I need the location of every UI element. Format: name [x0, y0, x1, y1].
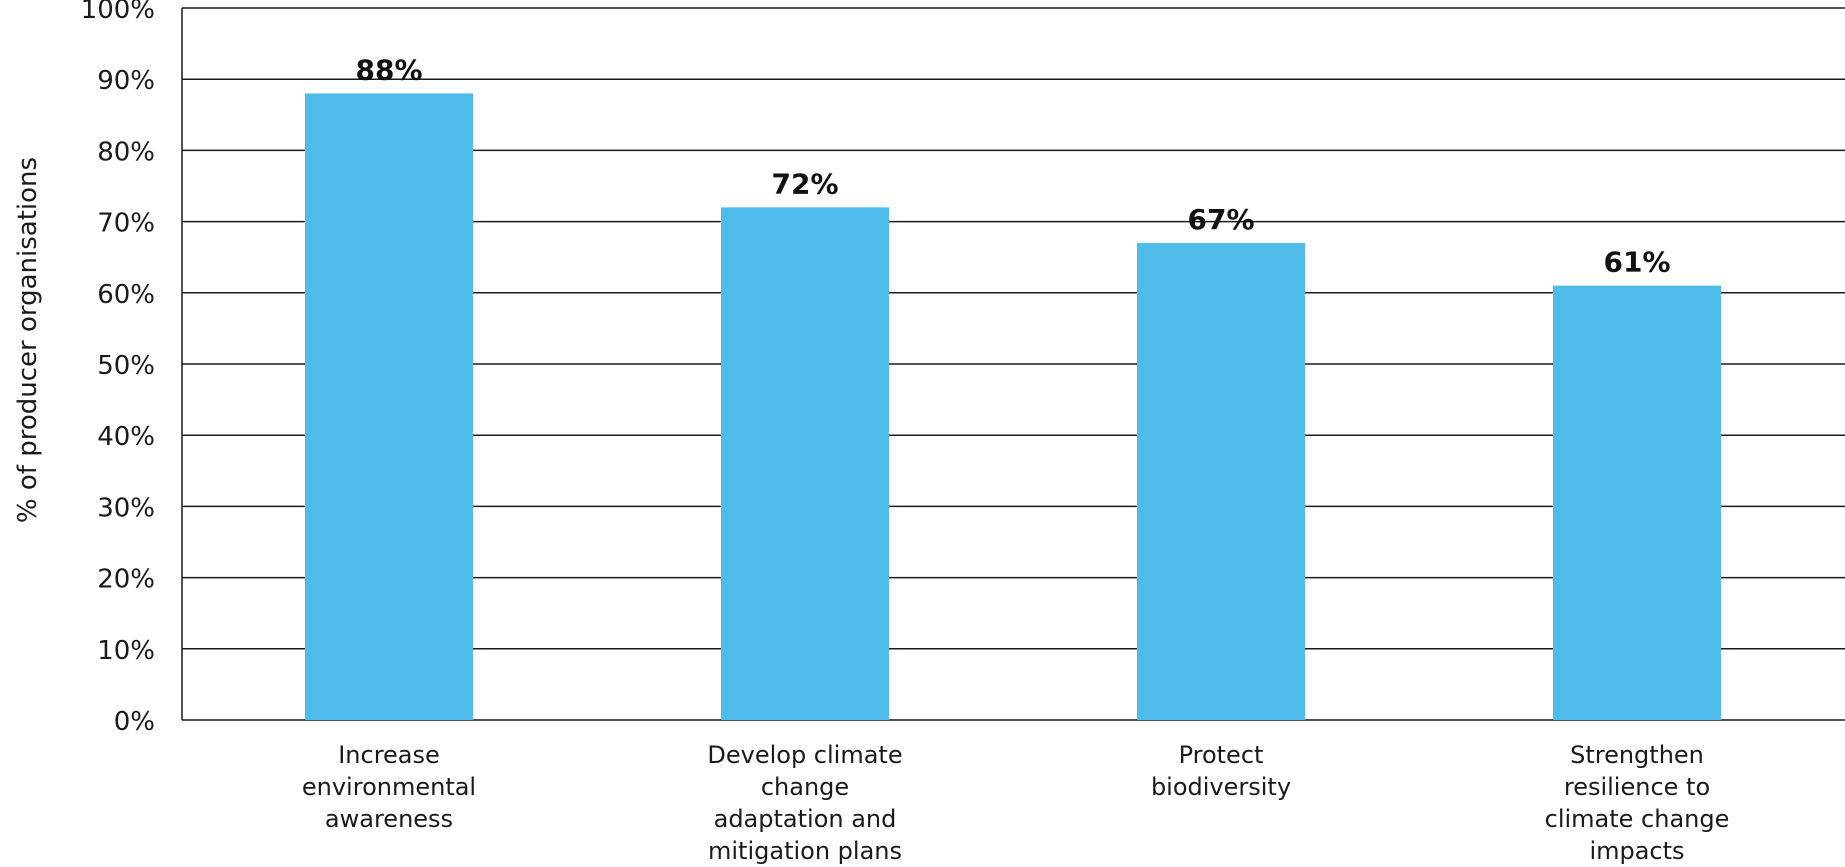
- data-label: 88%: [355, 53, 422, 86]
- y-tick-label: 50%: [97, 351, 155, 381]
- bar: [721, 207, 889, 721]
- y-tick-label: 70%: [97, 209, 155, 239]
- y-tick-label: 20%: [97, 565, 155, 595]
- y-tick-label: 90%: [97, 66, 155, 96]
- y-tick-label: 80%: [97, 137, 155, 167]
- y-tick-labels: 0% 10% 20% 30% 40% 50% 60% 70% 80% 90% 100%: [81, 0, 155, 737]
- y-tick-label: 30%: [97, 493, 155, 523]
- data-label: 61%: [1603, 246, 1670, 279]
- y-tick-label: 60%: [97, 280, 155, 310]
- y-tick-label: 40%: [97, 422, 155, 452]
- x-category-labels: Increase environmental awareness Develop cl…: [302, 741, 1729, 865]
- bar: [305, 93, 473, 720]
- bar: [1553, 285, 1721, 720]
- bars: [305, 93, 1721, 721]
- bar: [1137, 242, 1305, 720]
- category-label: Increase environmental awareness: [302, 741, 476, 833]
- data-label: 72%: [771, 167, 838, 200]
- category-label: Develop climate change adaptation and mitig…: [707, 741, 902, 865]
- y-tick-label: 10%: [97, 636, 155, 666]
- category-label: Protect biodiversity: [1151, 741, 1291, 801]
- data-label: 67%: [1187, 203, 1254, 236]
- data-labels: 88% 72% 67% 61%: [355, 53, 1670, 278]
- y-tick-label: 0%: [114, 707, 155, 737]
- category-label: Strengthen resilience to climate change imp…: [1545, 741, 1730, 865]
- y-axis-label: % of producer organisations: [13, 157, 43, 523]
- y-tick-label: 100%: [81, 0, 155, 25]
